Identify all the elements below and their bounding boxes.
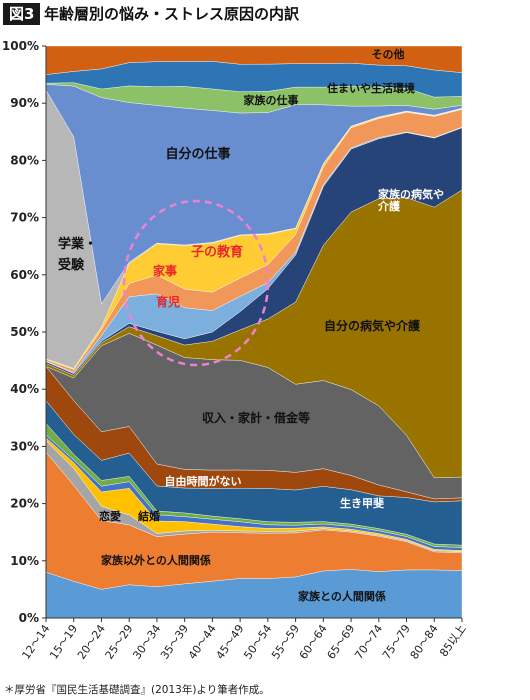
y-tick-label: 90% (10, 96, 39, 110)
y-tick-label: 20% (10, 497, 39, 511)
x-tick-label: 35～39 (158, 622, 191, 661)
annotation-label: その他 (372, 47, 405, 61)
annotation-label: 自分の仕事 (165, 146, 230, 162)
annotation-label: 結婚 (138, 509, 160, 523)
chart-title: 年齢層別の悩み・ストレス原因の内訳 (44, 5, 300, 23)
x-tick-label: 12～14 (19, 622, 52, 661)
x-tick-label: 70～74 (352, 622, 385, 661)
annotation-label: 家族との人間関係 (298, 589, 386, 603)
x-tick-label: 20～24 (75, 622, 108, 661)
x-tick-label: 75～79 (380, 622, 413, 661)
y-tick-label: 0% (19, 611, 39, 625)
y-tick-label: 60% (10, 268, 39, 282)
area-series-18 (45, 45, 463, 75)
annotation-label: 収入・家計・借金等 (202, 410, 310, 425)
x-tick-label: 30～34 (130, 622, 163, 661)
annotation-label: 恋愛 (99, 509, 121, 523)
figure-label: 図3 (3, 3, 41, 25)
annotation-label: 子の教育 (191, 244, 243, 260)
x-tick-label: 65～69 (325, 622, 358, 661)
x-tick-label: 80～84 (408, 622, 441, 661)
x-tick-label: 15～19 (47, 622, 80, 661)
x-tick-label: 60～64 (297, 622, 330, 661)
annotation-label: 生き甲斐 (340, 496, 384, 510)
x-tick-label: 25～29 (103, 622, 136, 661)
annotation-label: 住まいや生活環境 (327, 81, 415, 95)
area-layers (45, 45, 463, 619)
y-tick-label: 80% (10, 153, 39, 167)
x-tick-label: 55～59 (269, 622, 302, 661)
highlight-ellipse (122, 199, 270, 367)
annotation-label: 家族の仕事 (244, 93, 299, 107)
y-tick-label: 10% (10, 554, 39, 568)
annotation-label: 学業・ (58, 236, 97, 252)
x-tick-label: 45～49 (214, 622, 247, 661)
annotation-label: 自分の病気や介護 (324, 318, 421, 333)
x-tick-label: 40～44 (186, 622, 219, 661)
y-tick-label: 100% (2, 39, 39, 53)
annotation-label: 介護 (377, 199, 401, 213)
stacked-area-chart: 0% 10% 20% 30% 40% 50% 60% 70% 80% 90% 100% 12～1415… (2, 39, 469, 662)
annotation-label: 家族以外との人間関係 (101, 553, 211, 567)
annotation-label: 育児 (156, 294, 180, 309)
y-tick-label: 40% (10, 382, 39, 396)
annotation-label: 家事 (153, 263, 177, 278)
y-tick-label: 70% (10, 211, 39, 225)
x-tick-label: 85以上 (437, 622, 468, 659)
annotation-label: 受験 (58, 257, 85, 273)
x-tick-label: 50～54 (241, 622, 274, 661)
y-tick-label: 50% (10, 325, 39, 339)
footnote: ＊厚労省『国民生活基礎調査』(2013年)より筆者作成。 (4, 684, 270, 696)
annotation-label: 家族の病気や (378, 187, 444, 201)
annotation-label: 自由時間がない (165, 474, 242, 488)
figure-header: 図3 年齢層別の悩み・ストレス原因の内訳 (0, 0, 530, 30)
y-tick-label: 30% (10, 439, 39, 453)
